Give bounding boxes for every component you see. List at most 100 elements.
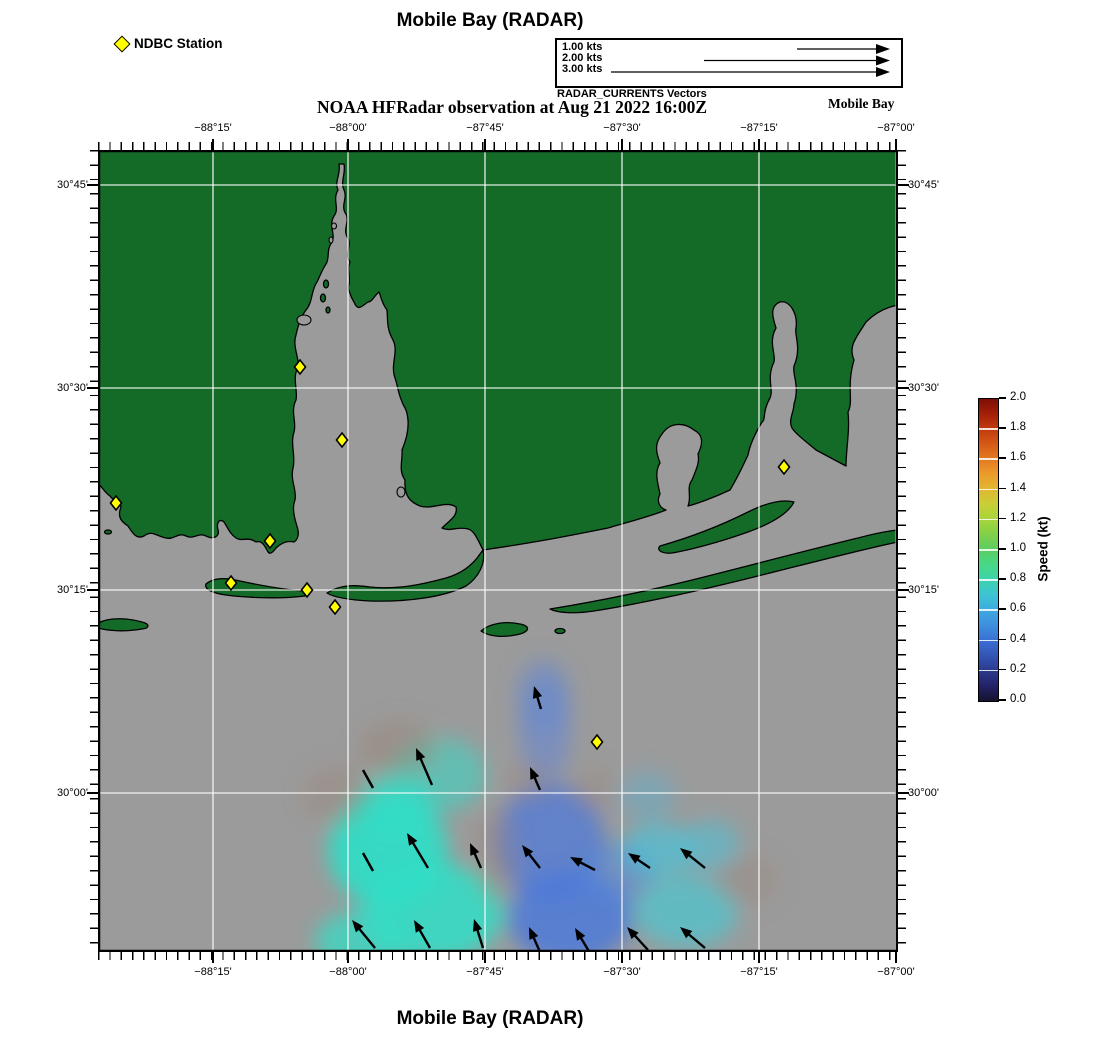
current-vector-head [628,853,641,864]
small-islet [103,529,113,535]
axis-tick-label: −87°45' [466,966,504,978]
axis-major-tick [621,139,623,150]
current-vector-head [680,927,693,939]
ndbc-stations [109,358,791,751]
axis-major-tick [758,139,760,150]
current-vector-head [627,927,639,940]
ndbc-station-marker [263,532,277,550]
scale-arrow-head [876,55,890,66]
speed-patch [712,854,780,906]
small-islet [554,627,566,635]
map-frame [98,150,898,952]
axis-tick-label: 30°30' [908,382,939,394]
axis-major-tick [898,589,909,591]
sand-island [480,622,529,638]
perdido-key-strip [549,529,898,614]
colorbar-gridline [979,609,998,611]
axis-tick-label: −87°30' [603,966,641,978]
delta-islet [322,279,330,289]
region-label: Mobile Bay [828,96,895,111]
colorbar-tick-label: 0.6 [1010,602,1026,615]
current-vector-small [361,852,375,872]
axis-tick-label: −87°30' [603,122,641,134]
axis-tick-label: 30°45' [908,179,939,191]
colorbar-gridline [979,428,998,430]
current-vector-head [407,833,418,846]
ndbc-legend-label: NDBC Station [134,36,223,51]
delta-islet [325,306,331,314]
ndbc-station-marker [328,598,342,616]
speed-patch [474,807,518,903]
axis-tick-label: 30°00' [908,787,939,799]
speed-patch [354,772,434,844]
current-vector-head [570,857,583,867]
colorbar-gridline [979,458,998,460]
colorbar-tick [999,699,1006,701]
axis-major-tick [212,952,214,963]
ndbc-station-marker [300,581,314,599]
scale-arrow-head [876,67,890,77]
axis-tick-label: −88°00' [329,122,367,134]
petit-bois-island [98,618,149,632]
colorbar-tick-label: 0.0 [1010,693,1026,705]
speed-patch [622,822,694,878]
ndbc-station-marker [109,494,123,512]
mainland-landmass [98,150,898,554]
colorbar-gridline [979,669,998,672]
colorbar-gridline [979,639,998,642]
axis-tick-label: 30°30' [57,382,88,394]
ndbc-station-marker [293,358,307,376]
axis-minor-ticks-bottom [98,952,898,960]
axis-major-tick [87,792,98,794]
axis-major-tick [898,184,909,186]
colorbar-tick-label: 1.2 [1010,511,1026,524]
axis-major-tick [898,387,909,389]
colorbar-tick [999,548,1006,550]
vector-scale-2kt-label: 2.00 kts [562,52,603,64]
colorbar-tick [999,487,1006,490]
current-vector-head [575,928,586,941]
axis-tick-label: −87°00' [877,122,915,134]
colorbar-tick [999,638,1006,641]
colorbar-tick-label: 1.6 [1010,451,1026,464]
speed-patch [495,784,605,900]
speed-patch [616,771,676,819]
colorbar-tick [999,397,1006,399]
colorbar-tick [999,457,1006,459]
axis-major-tick [87,387,98,389]
axis-major-tick [347,952,349,963]
colorbar-gridline [979,518,998,521]
colorbar-tick-label: 2.0 [1010,391,1026,403]
axis-major-tick [758,952,760,963]
axis-tick-label: −88°15' [194,966,232,978]
axis-major-tick [898,792,909,794]
footer-title: Mobile Bay (RADAR) [396,1008,584,1029]
colorbar-gridline [979,488,998,491]
speed-patch [358,720,438,776]
axis-tick-label: 30°45' [57,179,88,191]
colorbar-gridline [979,549,998,551]
colorbar-tick-label: 0.8 [1010,572,1026,585]
scale-arrow-head [876,44,890,54]
current-vector-small [361,769,375,789]
delta-islet [319,293,327,303]
speed-patch [302,765,370,825]
current-vector-head [530,767,540,780]
current-vector-head [470,843,480,856]
axis-major-tick [347,139,349,150]
ono-island-strip [658,500,795,554]
current-vector-head [414,920,425,933]
colorbar-tick-label: 1.8 [1010,421,1026,434]
vector-scale-1kt-label: 1.00 kts [562,41,603,53]
fort-morgan-peninsula [326,549,485,602]
speed-patch [515,657,571,733]
vector-scale-legend: 1.00 kts 2.00 kts 3.00 kts [555,38,903,88]
axis-major-tick [895,952,897,963]
axis-tick-label: 30°15' [57,584,88,596]
current-vector-head [522,845,534,858]
axis-tick-label: 30°00' [57,787,88,799]
map-svg [98,150,898,952]
current-vector-head [472,919,483,932]
current-vector-head [529,927,539,940]
